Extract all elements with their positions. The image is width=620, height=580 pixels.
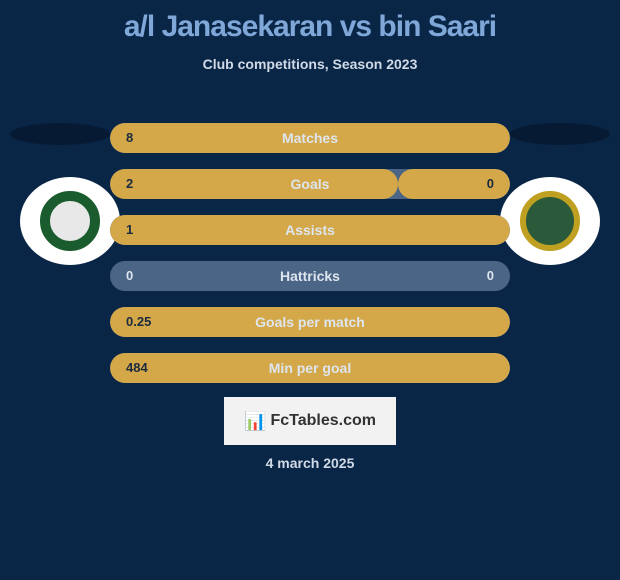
badge-left-inner xyxy=(40,191,100,251)
player-shadow-right xyxy=(510,123,610,145)
badge-right-inner xyxy=(520,191,580,251)
club-badge-right xyxy=(500,177,600,265)
subtitle: Club competitions, Season 2023 xyxy=(0,56,620,72)
stat-row: Assists1 xyxy=(110,215,510,245)
stat-value-left: 8 xyxy=(126,123,133,153)
infographic-container: a/l Janasekaran vs bin Saari Club compet… xyxy=(0,0,620,580)
stat-row: Matches8 xyxy=(110,123,510,153)
stat-label: Goals xyxy=(110,169,510,199)
club-badge-left xyxy=(20,177,120,265)
brand-box[interactable]: 📊 FcTables.com xyxy=(224,397,396,445)
stat-value-left: 484 xyxy=(126,353,148,383)
stat-row: Goals2 0 xyxy=(110,169,510,199)
stat-value-left: 0.25 xyxy=(126,307,151,337)
player-shadow-left xyxy=(10,123,110,145)
stat-value-right: 0 xyxy=(487,261,494,291)
stat-value-right: 0 xyxy=(487,169,494,199)
stat-label: Hattricks xyxy=(110,261,510,291)
stat-value-left: 2 xyxy=(126,169,133,199)
brand-text: FcTables.com xyxy=(270,412,376,430)
stat-label: Assists xyxy=(110,215,510,245)
chart-icon: 📊 xyxy=(244,411,266,432)
stat-value-left: 1 xyxy=(126,215,133,245)
stat-row: Hattricks0 0 xyxy=(110,261,510,291)
stat-label: Min per goal xyxy=(110,353,510,383)
date-text: 4 march 2025 xyxy=(0,455,620,471)
stat-row: Min per goal484 xyxy=(110,353,510,383)
stat-label: Matches xyxy=(110,123,510,153)
stat-label: Goals per match xyxy=(110,307,510,337)
stats-area: Matches8Goals20Assists1Hattricks00Goals … xyxy=(110,123,510,399)
stat-row: Goals per match0.25 xyxy=(110,307,510,337)
page-title: a/l Janasekaran vs bin Saari xyxy=(0,0,620,44)
stat-value-left: 0 xyxy=(126,261,133,291)
